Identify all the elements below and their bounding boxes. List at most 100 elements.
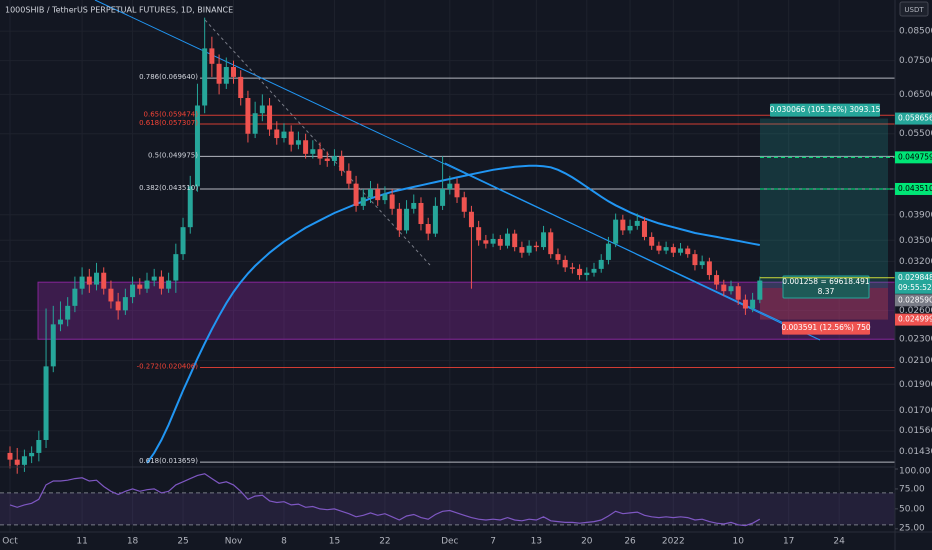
x-tick-label: 13 [531, 537, 542, 547]
candle-body [670, 247, 676, 253]
candle-body [94, 272, 100, 285]
price-label: 0.043510 [898, 184, 932, 193]
x-tick-label: 20 [581, 537, 593, 547]
candle-body [346, 170, 352, 184]
chart-title: 1000SHIB / TetherUS PERPETUAL FUTURES, 1… [5, 6, 233, 15]
target-label-box [770, 103, 880, 117]
price-countdown: 09:55:52 [898, 283, 932, 292]
x-tick-label: 8 [281, 537, 287, 547]
candle-body [425, 224, 431, 234]
x-tick-label: 11 [76, 537, 87, 547]
price-label: 0.028590 [898, 295, 932, 304]
candle-body [223, 67, 229, 84]
candle-body [144, 280, 150, 289]
candle-body [519, 247, 525, 253]
candles [7, 17, 763, 527]
candle-body [295, 140, 301, 145]
candle-body [324, 158, 330, 161]
y-tick-label: 0.075000 [899, 56, 932, 66]
candle-body [548, 232, 554, 255]
moving-average [146, 164, 760, 464]
candle-body [735, 286, 741, 300]
price-label-box [895, 182, 932, 195]
x-tick-label: Dec [441, 537, 458, 547]
candle-body [699, 261, 705, 266]
candle-body [108, 288, 114, 302]
candle-body [591, 268, 597, 273]
candle-body [447, 183, 453, 190]
candle-body [476, 227, 482, 241]
candle-body [72, 288, 78, 306]
x-tick-label: 18 [127, 537, 139, 547]
x-tick-label: 10 [732, 537, 744, 547]
fib-label: 0.786(0.069640) [139, 73, 198, 81]
candle-body [504, 233, 510, 246]
fib-label: 0.618(0.057307) [139, 119, 198, 127]
candle-body [259, 105, 265, 114]
candle-body [649, 236, 655, 246]
candle-body [288, 131, 294, 145]
candle-body [166, 280, 172, 289]
candle-body [173, 254, 179, 281]
currency-label[interactable]: USDT [904, 6, 924, 14]
candle-body [310, 149, 316, 154]
candle-body [605, 243, 611, 260]
price-label: 0.024999 [898, 315, 932, 324]
candle-body [130, 284, 136, 298]
x-tick-label: 26 [624, 537, 636, 547]
candle-body [86, 276, 92, 285]
candle-body [404, 208, 410, 231]
annotations-over: 0.786(0.069640) 0.65(0.059474)0.618(0.057… [137, 73, 895, 465]
stop-label-box [782, 321, 870, 335]
candle-body [533, 245, 539, 248]
rsi-tick-label: 50.00 [899, 504, 925, 514]
price-label: 0.049759 [898, 152, 932, 161]
stop-label: 0.003591 (12.56%) 750 [781, 323, 871, 332]
candle-body [216, 63, 222, 84]
candle-body [14, 459, 20, 465]
candle-body [598, 259, 604, 269]
price-label-box [895, 151, 932, 164]
candle-body [483, 240, 489, 244]
trendline [444, 162, 786, 326]
candle-body [180, 227, 186, 255]
price-label-box [895, 294, 932, 307]
y-tick-label: 0.015600 [899, 426, 932, 436]
candle-body [663, 247, 669, 251]
candle-body [29, 452, 35, 457]
candle-body [137, 284, 143, 289]
candle-body [577, 268, 583, 276]
candle-body [721, 284, 727, 292]
candle-body [382, 194, 388, 201]
candle-body [641, 220, 647, 237]
x-tick-label: 22 [379, 537, 390, 547]
candle-body [634, 220, 640, 226]
x-tick-label: 17 [783, 537, 794, 547]
info-label-box [782, 275, 870, 299]
candle-body [411, 202, 417, 209]
currency-button[interactable] [899, 1, 929, 17]
x-tick-label: Oct [2, 537, 18, 547]
candle-body [238, 76, 244, 99]
profit-zone [760, 118, 888, 288]
candle-body [389, 194, 395, 209]
candle-body [678, 248, 684, 253]
candle-body [194, 105, 200, 187]
rsi-tick-label: 100.00 [899, 467, 931, 477]
y-tick-label: 0.065000 [899, 90, 932, 100]
candle-body [432, 205, 438, 234]
candle-body [757, 280, 763, 300]
candle-body [750, 299, 756, 309]
candle-body [742, 299, 748, 309]
y-tick-label: 0.019000 [899, 380, 932, 390]
y-tick-label: 0.035000 [899, 236, 932, 246]
target-label: 0.030066 (105.16%) 3093.15 [770, 105, 881, 114]
candle-body [187, 186, 193, 228]
y-tick-label: 0.026000 [899, 306, 932, 316]
candle-body [526, 245, 532, 253]
candle-body [65, 305, 71, 320]
candle-body [21, 456, 27, 465]
price-label-box [895, 271, 932, 294]
y-tick-label: 0.014300 [899, 447, 932, 457]
